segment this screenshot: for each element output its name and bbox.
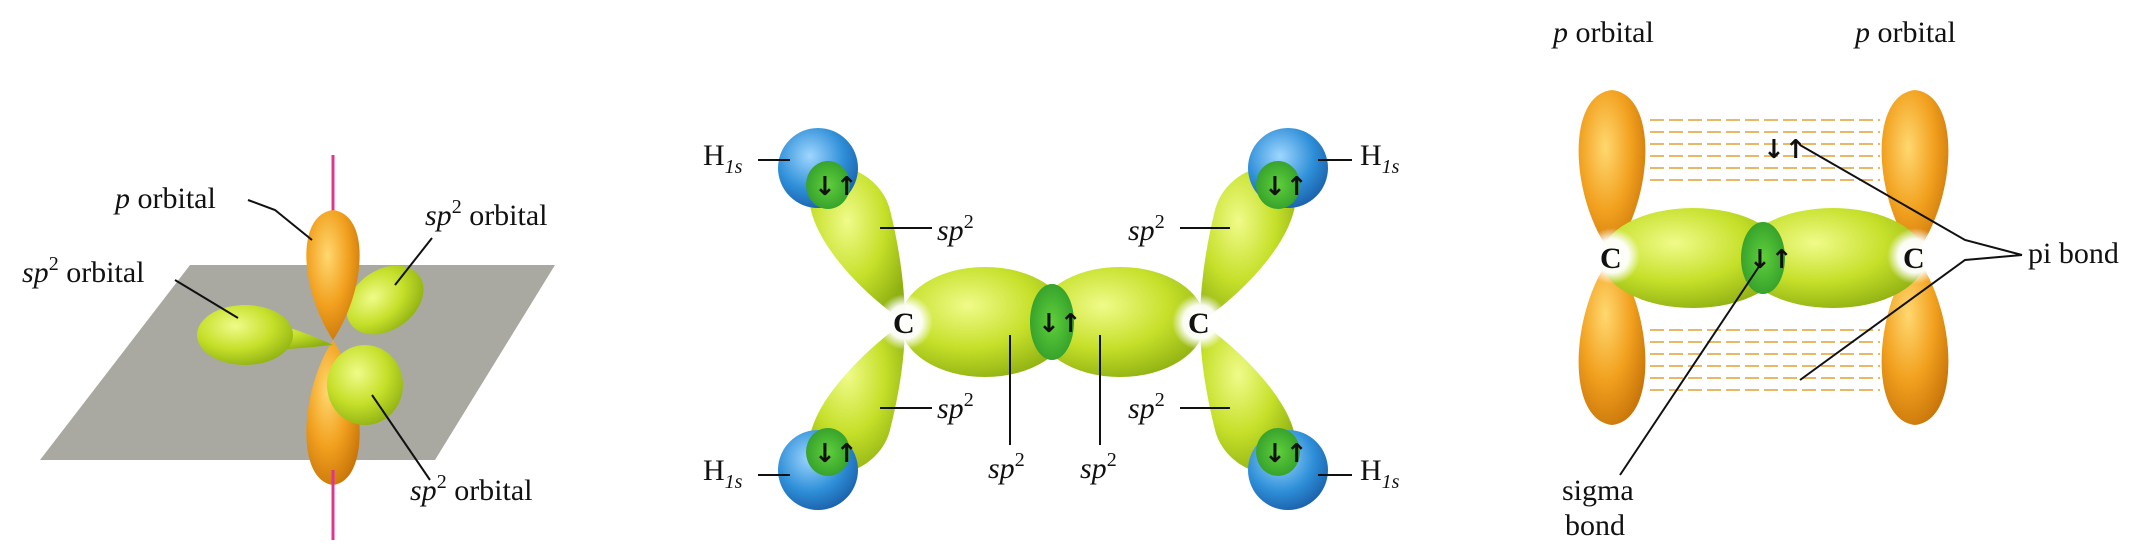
sigma-lobe-left xyxy=(1601,208,1785,308)
p-lobe-right-top xyxy=(1881,90,1949,255)
p-lobe-left-bottom xyxy=(1578,255,1646,425)
sp2-top-leader xyxy=(394,237,433,286)
sp2-lobe-bottom xyxy=(327,345,403,425)
sigma-bond-leader xyxy=(1619,264,1761,476)
carbon-right-panel-left-glow xyxy=(1584,228,1640,284)
electron-pair-cc: ↓↑ xyxy=(1038,309,1082,339)
sp2-label-cc-right: sp2 xyxy=(1080,449,1117,485)
p-orbital-leader xyxy=(247,199,313,241)
h-overlap-bottom-right xyxy=(1256,428,1300,476)
sp2-lobe-right xyxy=(346,265,424,335)
p-lobe-right-bottom xyxy=(1881,255,1949,425)
h-overlap-top-right xyxy=(1256,161,1300,209)
h1s-label-bottom-left: H1s xyxy=(703,454,743,493)
sp2-orbital-label-top: sp2 orbital xyxy=(425,196,548,232)
carbon-right-panel-left: C xyxy=(1600,242,1622,275)
electron-pair-h-top-right: ↓↑ xyxy=(1264,172,1308,202)
electron-pair-h-bottom-right: ↓↑ xyxy=(1264,439,1308,469)
electron-pair-pi: ↓↑ xyxy=(1763,135,1807,165)
carbon-right: C xyxy=(1188,307,1210,340)
cc-overlap xyxy=(1030,284,1074,360)
carbon-right-glow xyxy=(1172,294,1228,350)
sp2-label-mid-bottom-left: sp2 xyxy=(937,389,974,425)
h1s-label-top-left: H1s xyxy=(703,139,743,178)
sp2-plane xyxy=(40,265,555,460)
sp2-orbital-label-left: sp2 orbital xyxy=(22,253,145,289)
sigma-bond-label-line1: sigma xyxy=(1562,474,1634,507)
p-lobe-top xyxy=(306,210,360,340)
electron-pair-h-bottom-left: ↓↑ xyxy=(814,439,858,469)
h-overlap-top-left xyxy=(806,161,850,209)
p-orbital-label-right-left: p orbital xyxy=(1551,16,1654,49)
sp2-label-cc-left: sp2 xyxy=(988,449,1025,485)
p-lobe-left-top xyxy=(1578,90,1646,255)
p-orbital-label-right-right: p orbital xyxy=(1853,16,1956,49)
carbon-right-panel-right: C xyxy=(1903,242,1925,275)
sigma-bond-label-line2: bond xyxy=(1565,509,1625,542)
sp2-bottom-leader xyxy=(371,394,431,481)
cc-lobe-left xyxy=(900,267,1070,377)
sp2-left-leader xyxy=(174,279,239,319)
right-panel: C C ↓↑ ↓↑ p orbital p orbital pi bond si… xyxy=(1551,16,2119,542)
carbon-left: C xyxy=(893,307,915,340)
sp2-orbital-label-bottom: sp2 orbital xyxy=(410,471,533,507)
h1s-label-bottom-right: H1s xyxy=(1360,454,1400,493)
electron-pair-h-top-left: ↓↑ xyxy=(814,172,858,202)
pi-bond-leader-bottom xyxy=(1799,254,2023,381)
pi-bond-label: pi bond xyxy=(2028,237,2119,270)
sp2-label-mid-top-right: sp2 xyxy=(1128,211,1165,247)
pi-bond-leader-top xyxy=(1799,144,2023,256)
cc-lobe-right xyxy=(1035,267,1205,377)
p-orbital-label: p orbital xyxy=(113,182,216,215)
h1s-label-top-right: H1s xyxy=(1360,139,1400,178)
sigma-lobe-right xyxy=(1741,208,1925,308)
carbon-right-panel-right-glow xyxy=(1887,228,1943,284)
left-panel: p orbital sp2 orbital sp2 orbital sp2 or… xyxy=(22,155,555,540)
sp2-lobe-left-body xyxy=(197,305,293,365)
sp2-label-mid-top-left: sp2 xyxy=(937,211,974,247)
pi-cloud-bottom xyxy=(1650,329,1880,391)
h-overlap-bottom-left xyxy=(806,428,850,476)
middle-panel: C C ↓↑ ↓↑ ↓↑ ↓↑ ↓↑ H1s H1s H1s H1s sp2 s… xyxy=(703,128,1400,510)
carbon-left-glow xyxy=(877,294,933,350)
sp2-label-mid-bottom-right: sp2 xyxy=(1128,389,1165,425)
